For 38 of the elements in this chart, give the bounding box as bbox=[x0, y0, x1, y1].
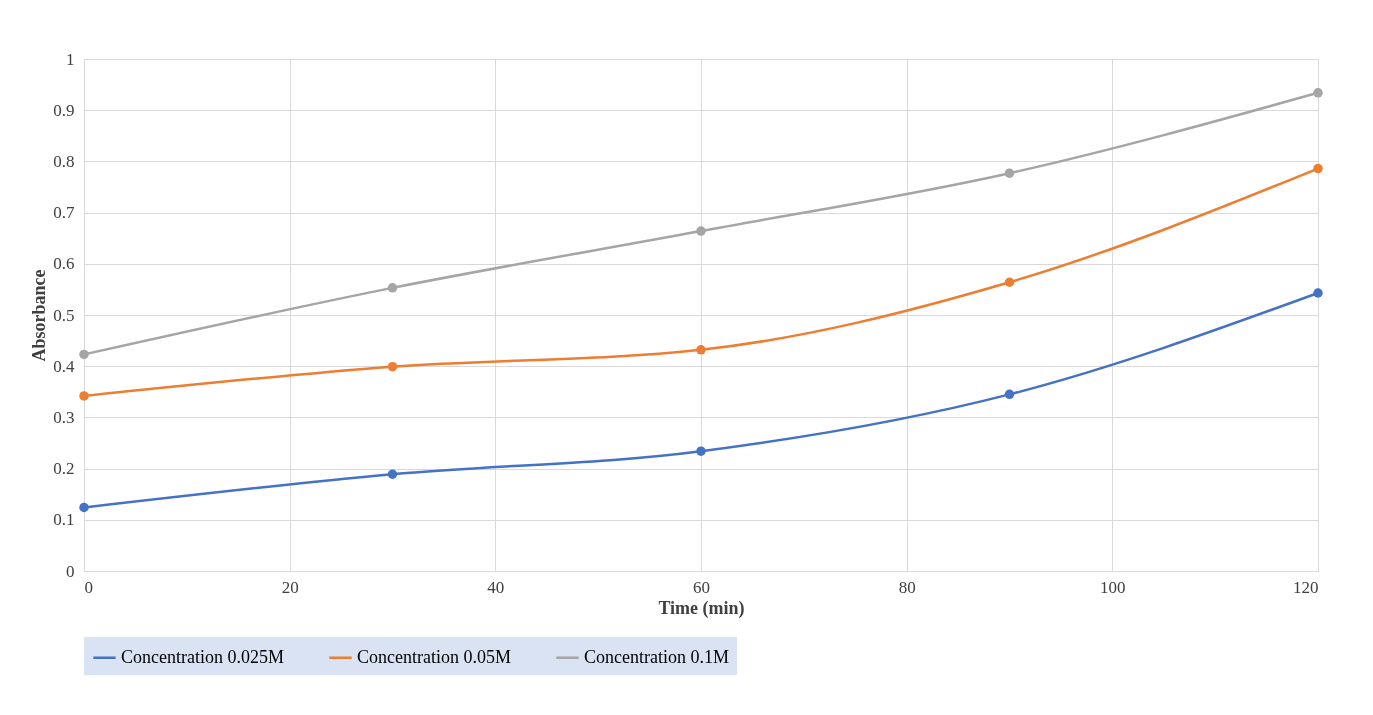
y-tick-label: 1 bbox=[66, 49, 75, 69]
x-tick-label: 80 bbox=[898, 577, 916, 597]
point bbox=[696, 345, 706, 355]
x-tick-label: 120 bbox=[1293, 577, 1319, 597]
y-tick-label: 0.6 bbox=[53, 254, 75, 274]
point bbox=[1004, 168, 1015, 178]
y-tick-label: 0 bbox=[66, 561, 75, 581]
point bbox=[79, 391, 89, 401]
y-tick-label: 0.3 bbox=[53, 407, 75, 427]
legend-label: Concentration 0.05M bbox=[357, 646, 511, 667]
y-tick-label: 0.9 bbox=[53, 100, 75, 120]
x-axis-title: Time (min) bbox=[658, 597, 745, 619]
y-tick-label: 0.4 bbox=[53, 356, 75, 376]
y-tick-label: 0.7 bbox=[53, 203, 75, 223]
y-tick-label: 0.2 bbox=[53, 459, 75, 479]
point bbox=[696, 226, 706, 236]
x-tick-label: 20 bbox=[281, 577, 299, 597]
point bbox=[387, 469, 398, 479]
point bbox=[387, 361, 398, 372]
point bbox=[79, 349, 89, 360]
point bbox=[387, 283, 398, 293]
point bbox=[79, 502, 89, 513]
point bbox=[1313, 88, 1323, 98]
point bbox=[1313, 163, 1323, 174]
x-tick-label: 40 bbox=[487, 577, 505, 597]
y-tick-label: 0.1 bbox=[53, 510, 75, 530]
y-tick-label: 0.5 bbox=[53, 305, 75, 325]
x-tick-label: 0 bbox=[84, 577, 93, 597]
x-tick-label: 100 bbox=[1100, 577, 1126, 597]
x-tick-label: 60 bbox=[693, 577, 710, 597]
point bbox=[1004, 389, 1015, 400]
point bbox=[1313, 288, 1323, 298]
point bbox=[1004, 277, 1015, 287]
legend-label: Concentration 0.1M bbox=[584, 646, 729, 667]
legend-label: Concentration 0.025M bbox=[121, 646, 284, 667]
y-axis-title: Absorbance bbox=[29, 269, 50, 362]
y-tick-label: 0.8 bbox=[53, 151, 75, 171]
point bbox=[696, 446, 706, 456]
